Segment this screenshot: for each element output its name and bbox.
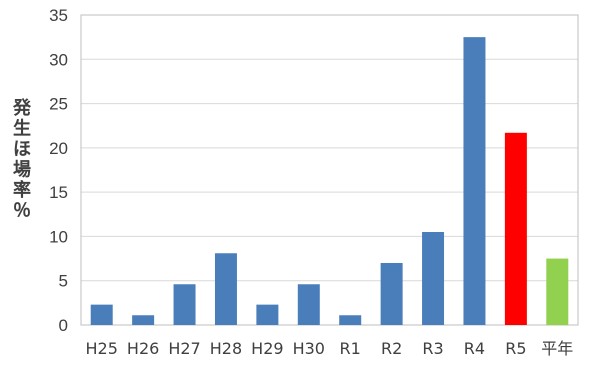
y-axis-label-char: ％ xyxy=(13,201,31,222)
y-tick-label: 30 xyxy=(49,50,68,69)
x-tick-label: H29 xyxy=(251,339,283,358)
x-tick-label: H26 xyxy=(127,339,159,358)
bar-R5 xyxy=(504,132,527,325)
bar-平年 xyxy=(546,258,569,325)
bar-H27 xyxy=(173,284,196,325)
y-tick-label: 0 xyxy=(59,316,68,335)
x-tick-label: H25 xyxy=(86,339,118,358)
y-tick-label: 20 xyxy=(49,139,68,158)
bar-H30 xyxy=(297,284,320,325)
x-tick-label: R2 xyxy=(381,339,402,358)
x-tick-label: R5 xyxy=(505,339,526,358)
bar-H25 xyxy=(90,304,113,325)
y-tick-label: 5 xyxy=(59,272,68,291)
bar-H26 xyxy=(132,315,155,325)
y-tick-label: 25 xyxy=(49,95,68,114)
bar-H29 xyxy=(256,304,279,325)
bar-R3 xyxy=(422,232,445,325)
y-axis-label-char: 率 xyxy=(13,179,31,201)
gridlines xyxy=(81,58,578,282)
y-tick-label: 15 xyxy=(49,183,68,202)
bar-R1 xyxy=(339,315,362,325)
y-axis-label-char: 場 xyxy=(13,160,31,181)
y-axis-label-char: 発 xyxy=(12,97,32,119)
y-tick-label: 10 xyxy=(49,227,68,246)
x-tick-label: H28 xyxy=(210,339,242,358)
plot-area-frame xyxy=(80,14,579,326)
y-axis-label-char: 生 xyxy=(13,118,31,140)
x-tick-label: R4 xyxy=(464,339,485,358)
y-axis-label-char: ほ xyxy=(13,139,31,160)
x-tick-label: 平年 xyxy=(541,339,573,358)
bar-R2 xyxy=(380,263,403,325)
y-axis-ticks: 0 5 10 15 20 25 30 35 xyxy=(49,6,68,335)
bar-H28 xyxy=(214,253,237,325)
x-tick-label: R3 xyxy=(422,339,443,358)
y-tick-label: 35 xyxy=(49,6,68,25)
bars xyxy=(90,37,569,326)
x-tick-label: H27 xyxy=(168,339,200,358)
bar-R4 xyxy=(463,37,486,326)
x-tick-label: R1 xyxy=(340,339,361,358)
x-tick-label: H30 xyxy=(293,339,325,358)
x-axis-ticks: H25 H26 H27 H28 H29 H30 R1 R2 R3 R4 R5 平年 xyxy=(86,339,574,358)
